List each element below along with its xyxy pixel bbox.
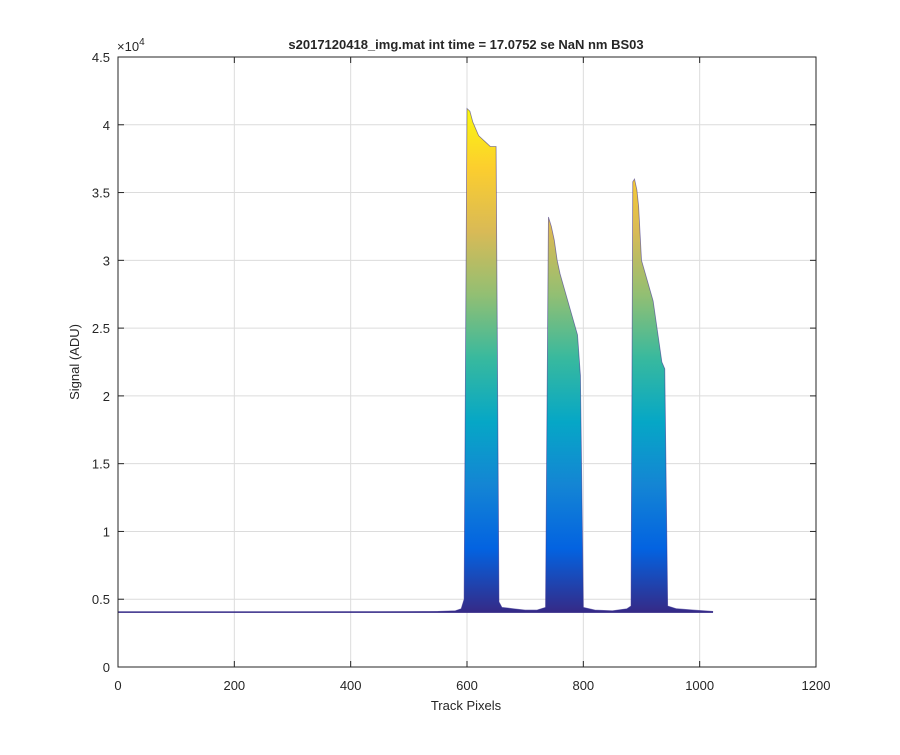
y-tick-label: 1.5 bbox=[92, 457, 110, 472]
y-tick-label: 4 bbox=[103, 118, 110, 133]
x-tick-label: 200 bbox=[223, 678, 245, 693]
y-exponent-base: ×10 bbox=[117, 39, 139, 54]
series-line bbox=[118, 107, 714, 613]
y-tick-label: 4.5 bbox=[92, 50, 110, 65]
y-exponent-label: ×104 bbox=[117, 37, 145, 54]
y-tick-label: 3.5 bbox=[92, 186, 110, 201]
y-tick-label: 3 bbox=[103, 253, 110, 268]
x-axis-label: Track Pixels bbox=[431, 698, 502, 713]
x-tick-label: 1200 bbox=[802, 678, 831, 693]
y-tick-label: 1 bbox=[103, 524, 110, 539]
y-exponent-power: 4 bbox=[139, 37, 145, 48]
x-tick-label: 400 bbox=[340, 678, 362, 693]
x-ticks: 0 200 400 600 800 1000 1200 bbox=[114, 57, 830, 693]
y-tick-label: 2 bbox=[103, 389, 110, 404]
series-area bbox=[118, 108, 714, 613]
x-tick-label: 1000 bbox=[685, 678, 714, 693]
y-tick-label: 0 bbox=[103, 660, 110, 675]
x-tick-label: 0 bbox=[114, 678, 121, 693]
plot-area bbox=[118, 107, 714, 613]
y-ticks: 0 0.5 1 1.5 2 2.5 3 3.5 4 4.5 bbox=[92, 50, 816, 675]
y-tick-label: 2.5 bbox=[92, 321, 110, 336]
x-tick-label: 600 bbox=[456, 678, 478, 693]
y-tick-label: 0.5 bbox=[92, 592, 110, 607]
y-axis-label: Signal (ADU) bbox=[67, 324, 82, 400]
chart-title: s2017120418_img.mat int time = 17.0752 s… bbox=[288, 37, 643, 52]
x-tick-label: 800 bbox=[572, 678, 594, 693]
